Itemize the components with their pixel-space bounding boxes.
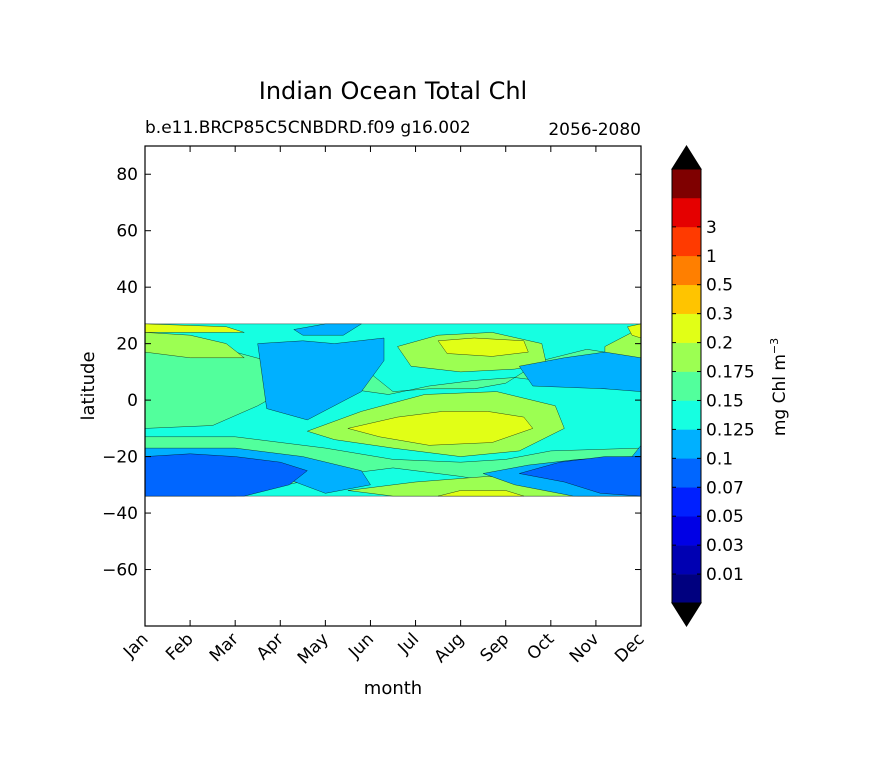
contour-region xyxy=(519,456,641,497)
colorbar-tick-label: 0.07 xyxy=(706,478,744,498)
colorbar-swatch xyxy=(672,429,701,459)
x-tick-label: Mar xyxy=(206,629,243,666)
y-tick-label: 0 xyxy=(127,391,138,411)
colorbar-extend-top xyxy=(671,145,702,170)
x-tick-label: May xyxy=(294,629,333,668)
y-axis-label: latitude xyxy=(78,351,99,420)
colorbar-swatch xyxy=(672,487,701,517)
x-tick-label: Jan xyxy=(119,629,152,662)
colorbar-tick-label: 3 xyxy=(706,218,717,238)
contour-region xyxy=(518,351,641,392)
contour-region xyxy=(437,337,529,357)
x-tick-label: Oct xyxy=(523,629,558,664)
colorbar-swatch xyxy=(672,371,701,401)
chart-subtitle-right: 2056-2080 xyxy=(548,120,641,140)
colorbar-label: mg Chl m−3 xyxy=(768,338,790,436)
colorbar-label-text: mg Chl m xyxy=(770,354,790,436)
x-tick-label: Aug xyxy=(431,629,469,667)
colorbar-swatch xyxy=(672,226,701,257)
colorbar-tick-label: 0.2 xyxy=(706,334,733,354)
contour-region xyxy=(627,323,641,339)
colorbar-tick-label: 0.5 xyxy=(706,276,733,296)
colorbar-swatch xyxy=(672,197,701,228)
colorbar-tick-label: 0.01 xyxy=(706,565,744,585)
x-axis-label: month xyxy=(364,678,422,699)
x-tick-label: Sep xyxy=(476,629,513,666)
x-tick-label: Apr xyxy=(253,629,288,664)
chart-subtitle-left: b.e11.BRCP85C5CNBDRD.f09 g16.002 xyxy=(145,118,471,138)
y-tick-label: 60 xyxy=(116,222,138,242)
colorbar-extend-bottom xyxy=(671,602,702,627)
colorbar-swatch xyxy=(672,284,701,314)
x-tick-label: Jul xyxy=(394,629,423,658)
y-tick-label: −40 xyxy=(102,504,138,524)
colorbar-tick-label: 0.3 xyxy=(706,305,733,325)
colorbar-tick-label: 0.15 xyxy=(706,391,744,411)
colorbar-tick-label: 0.1 xyxy=(706,449,733,469)
contour-region xyxy=(145,453,308,497)
colorbar-swatch xyxy=(672,342,701,372)
y-tick-label: 20 xyxy=(116,335,138,355)
colorbar-tick-label: 1 xyxy=(706,247,717,267)
x-tick-label: Jun xyxy=(344,629,378,663)
contour-region xyxy=(438,490,524,497)
y-tick-label: −60 xyxy=(102,561,138,581)
colorbar: 0.01 0.03 0.05 0.07 0.1 0.125 0.15 0.175 0.2 0.3 0… xyxy=(671,145,755,627)
y-tick-label: 40 xyxy=(116,278,138,298)
colorbar-swatch xyxy=(672,313,701,343)
colorbar-swatch xyxy=(672,169,701,199)
contour-region xyxy=(293,323,363,336)
plot-frame xyxy=(144,145,642,627)
colorbar-tick-label: 0.05 xyxy=(706,507,744,527)
plot-area xyxy=(145,323,641,497)
y-tick-label: −20 xyxy=(102,448,138,468)
x-tick-label: Dec xyxy=(611,629,648,666)
colorbar-frame xyxy=(671,168,702,604)
contour-region xyxy=(347,411,534,446)
colorbar-swatch xyxy=(672,516,701,546)
chart-title: Indian Ocean Total Chl xyxy=(259,77,527,105)
contour-region xyxy=(257,337,385,421)
colorbar-tick-label: 0.03 xyxy=(706,536,744,556)
contour-region xyxy=(145,323,245,333)
colorbar-tick-label: 0.175 xyxy=(706,363,755,383)
colorbar-tick-label: 0.125 xyxy=(706,420,755,440)
colorbar-swatch xyxy=(672,255,701,286)
colorbar-swatch xyxy=(672,545,701,575)
y-tick-label: 80 xyxy=(116,165,138,185)
colorbar-swatch xyxy=(672,458,701,488)
x-tick-label: Nov xyxy=(566,629,604,667)
colorbar-swatch xyxy=(672,574,701,604)
x-tick-label: Feb xyxy=(162,629,197,664)
contour-region xyxy=(145,332,245,359)
colorbar-label-exponent: −3 xyxy=(768,338,781,354)
colorbar-swatch xyxy=(672,400,701,430)
